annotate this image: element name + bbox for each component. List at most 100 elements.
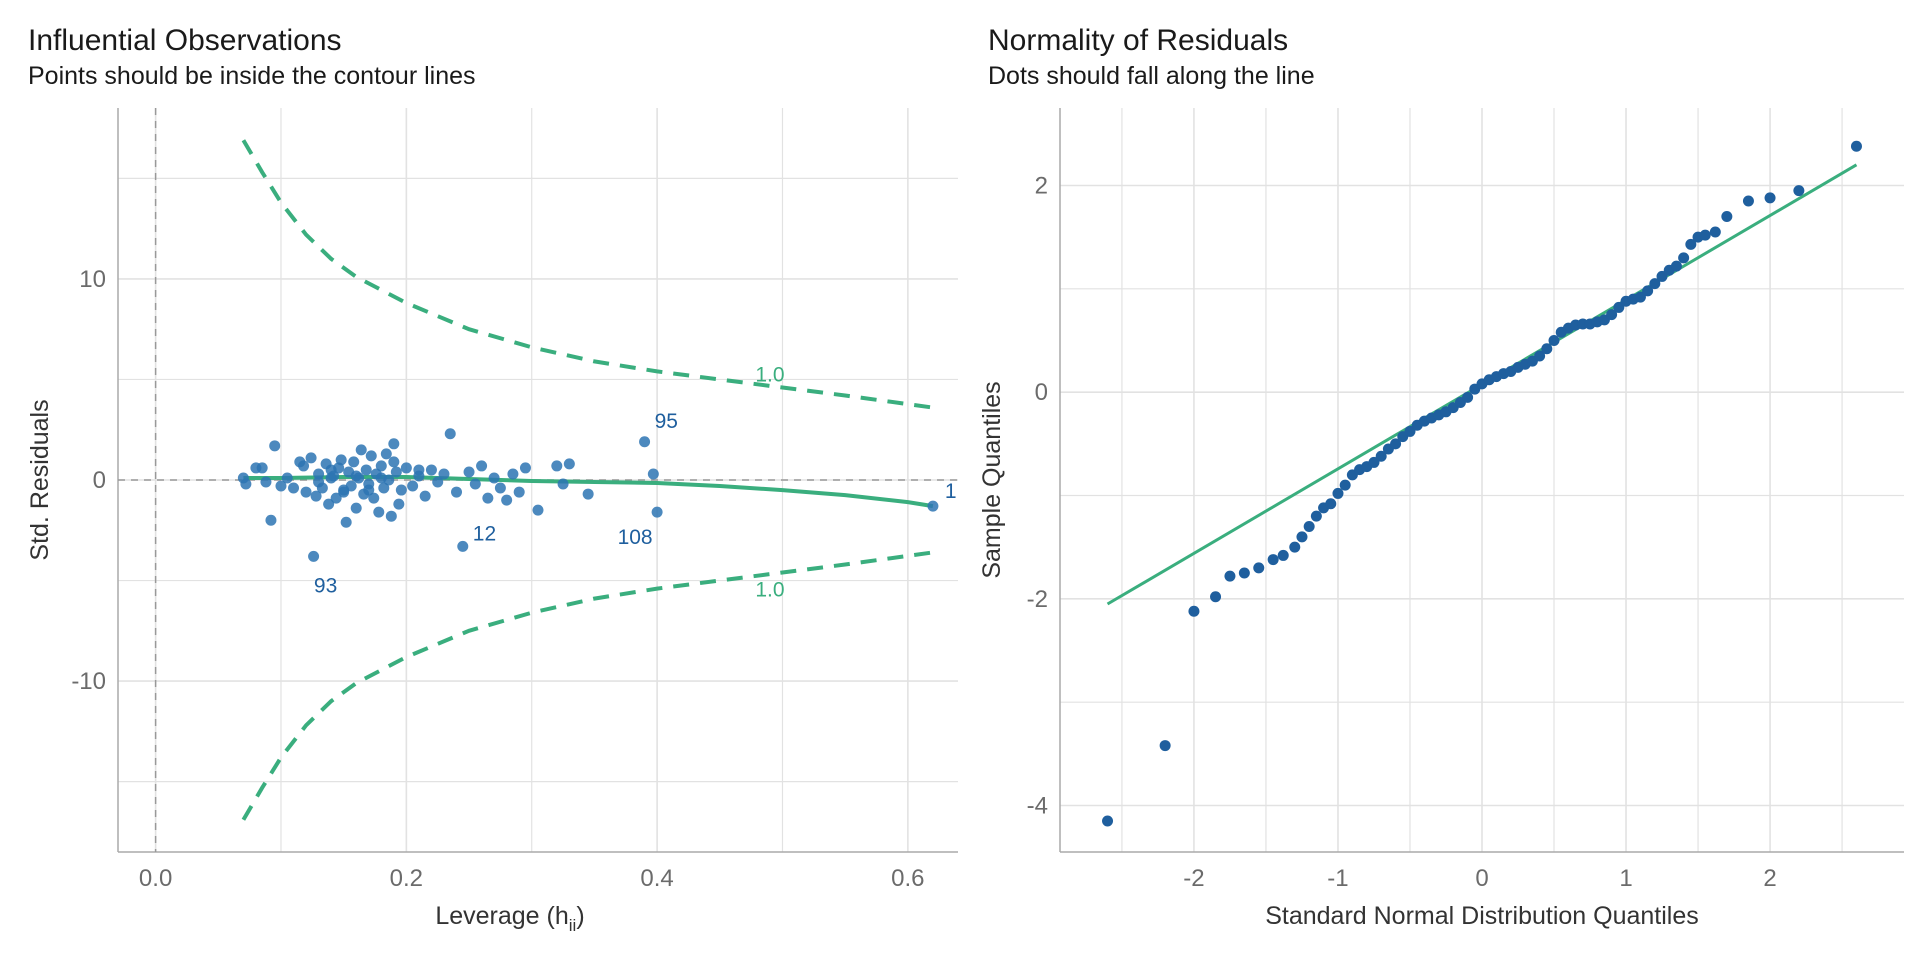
data-point xyxy=(1253,562,1265,574)
data-point xyxy=(368,492,380,504)
data-point xyxy=(1642,285,1654,297)
data-point xyxy=(1325,498,1337,510)
data-point xyxy=(1339,479,1351,491)
data-point xyxy=(240,478,252,490)
x-axis-title: Leverage (hii) xyxy=(435,902,584,935)
x-tick-label: 2 xyxy=(1763,865,1776,892)
y-tick-label: 0 xyxy=(93,467,106,494)
data-point xyxy=(1102,815,1114,827)
point-label: 108 xyxy=(618,526,653,549)
y-tick-label: -4 xyxy=(1027,793,1048,820)
data-point xyxy=(325,472,337,484)
data-point xyxy=(1277,549,1289,561)
data-point xyxy=(1289,541,1301,553)
x-tick-label: 0.0 xyxy=(139,865,172,892)
chart-subtitle: Points should be inside the contour line… xyxy=(28,62,476,90)
data-point xyxy=(269,440,281,452)
influential-observations-panel: Influential Observations Points should b… xyxy=(26,24,958,935)
qq-plot: -2 -1 0 1 2 -4 -2 0 2 Standard Normal Distributio… xyxy=(978,108,1904,930)
data-point xyxy=(330,492,342,504)
x-tick-label: -2 xyxy=(1183,865,1204,892)
data-point xyxy=(1606,309,1618,321)
point-label: 1 xyxy=(945,480,957,503)
contour-line-lower xyxy=(241,550,934,821)
data-point xyxy=(1159,740,1171,752)
contour-label: 1.0 xyxy=(755,579,784,602)
y-tick-label: 0 xyxy=(1035,379,1048,406)
data-point xyxy=(1375,450,1387,462)
data-point xyxy=(457,540,469,552)
data-point xyxy=(494,482,506,494)
data-point xyxy=(469,478,481,490)
chart-title: Influential Observations xyxy=(28,24,342,57)
data-point xyxy=(1390,438,1402,450)
data-point xyxy=(476,460,488,472)
data-point xyxy=(350,470,362,482)
data-point xyxy=(551,460,563,472)
data-point xyxy=(335,454,347,466)
data-point xyxy=(385,510,397,522)
data-point xyxy=(288,482,300,494)
data-point xyxy=(350,502,362,514)
data-point xyxy=(313,468,325,480)
x-tick-label: 1 xyxy=(1619,865,1632,892)
data-point xyxy=(340,516,352,528)
chart-title: Normality of Residuals xyxy=(988,24,1289,57)
data-point xyxy=(298,460,310,472)
data-point xyxy=(513,486,525,498)
data-point xyxy=(501,494,513,506)
y-tick-label: -10 xyxy=(71,668,106,695)
data-point xyxy=(380,448,392,460)
data-point xyxy=(651,506,663,518)
data-point xyxy=(432,476,444,488)
data-point xyxy=(1541,343,1553,355)
data-point xyxy=(281,472,293,484)
point-label: 93 xyxy=(314,574,337,597)
data-point xyxy=(323,498,335,510)
data-point xyxy=(348,456,360,468)
data-point xyxy=(1303,521,1315,532)
data-point xyxy=(1188,605,1200,617)
data-point xyxy=(927,500,939,512)
data-point xyxy=(557,478,569,490)
data-point xyxy=(265,514,277,526)
data-point xyxy=(1310,510,1322,522)
data-point xyxy=(463,466,475,478)
data-point xyxy=(507,468,519,480)
y-axis-title: Std. Residuals xyxy=(26,399,54,560)
data-point xyxy=(338,486,350,498)
data-point xyxy=(1685,238,1697,250)
data-point xyxy=(1670,260,1682,272)
data-point xyxy=(1462,391,1474,403)
x-tick-label: 0.4 xyxy=(640,865,673,892)
data-point xyxy=(260,476,272,488)
data-point xyxy=(1210,591,1222,603)
data-point xyxy=(1267,554,1279,566)
data-point xyxy=(1678,252,1690,264)
data-point xyxy=(363,484,375,496)
data-point xyxy=(365,450,377,462)
data-point xyxy=(1656,270,1668,282)
y-tick-label: -2 xyxy=(1027,586,1048,613)
data-point xyxy=(373,506,385,518)
data-point xyxy=(419,490,431,502)
data-point xyxy=(451,486,463,498)
y-tick-label: 2 xyxy=(1035,173,1048,200)
normality-panel: Normality of Residuals Dots should fall … xyxy=(960,0,1920,960)
data-point xyxy=(1296,531,1308,543)
data-point xyxy=(444,428,456,440)
data-point xyxy=(395,484,407,496)
x-axis-title: Standard Normal Distribution Quantiles xyxy=(1265,902,1699,930)
data-point xyxy=(532,504,544,516)
data-point xyxy=(647,468,659,480)
y-axis-title: Sample Quantiles xyxy=(978,381,1006,578)
data-point xyxy=(1793,185,1805,197)
data-point xyxy=(488,472,500,484)
data-point xyxy=(1238,567,1250,579)
data-point xyxy=(313,476,325,488)
y-tick-label: 10 xyxy=(79,266,106,293)
data-point xyxy=(438,468,450,480)
data-point xyxy=(345,480,357,492)
x-tick-label: 0.2 xyxy=(390,865,423,892)
data-point xyxy=(390,466,402,478)
